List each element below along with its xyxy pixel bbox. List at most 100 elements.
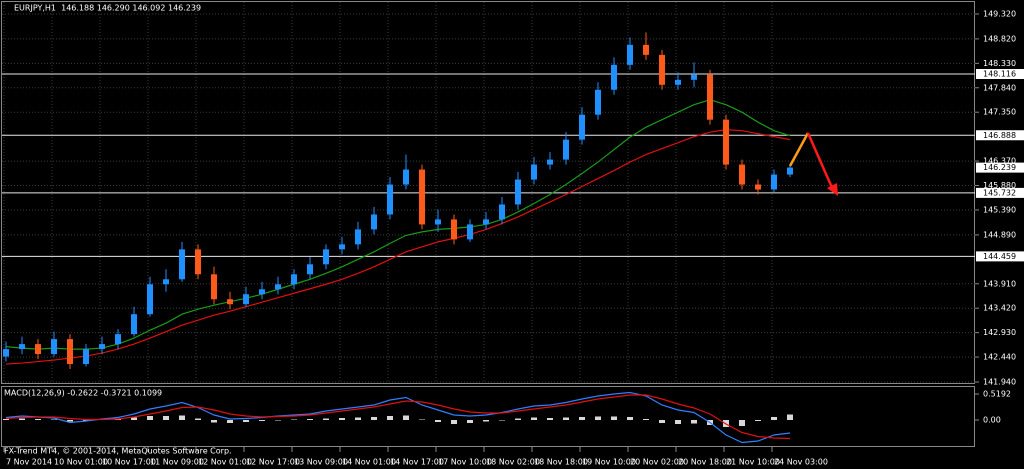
x-tick-label: 7 Nov 2014	[6, 458, 52, 467]
macd-bar	[499, 420, 505, 421]
macd-bar	[371, 417, 377, 420]
macd-bar	[403, 415, 409, 420]
macd-bar	[387, 416, 393, 420]
candle-body	[19, 344, 25, 350]
x-tick-label: 20 Nov 02:00	[630, 458, 684, 467]
candle-body	[515, 179, 521, 205]
x-tick-label: 12 Nov 17:00	[246, 458, 300, 467]
candle-body	[227, 299, 233, 305]
candle-body	[403, 169, 409, 185]
macd-bar	[227, 420, 233, 423]
indicator-panel-frame	[1, 386, 975, 447]
candle-body	[659, 54, 665, 85]
x-tick-label: 24 Nov 03:00	[774, 458, 828, 467]
candle-body	[563, 139, 569, 160]
macd-bar	[691, 420, 697, 424]
level-label-box	[976, 69, 1024, 80]
y-tick-label: 144.890	[983, 230, 1016, 239]
candle-body	[643, 44, 649, 55]
macd-bar	[755, 420, 761, 421]
y-tick-label: 145.880	[983, 181, 1016, 190]
y-tick-label: 142.440	[983, 353, 1016, 362]
x-tick-label: 13 Nov 09:00	[294, 458, 348, 467]
y-tick-label: 143.910	[983, 279, 1016, 288]
macd-bar	[339, 418, 345, 420]
macd-line	[5, 394, 791, 440]
candle-body	[467, 224, 473, 240]
x-tick-label: 14 Nov 17:00	[390, 458, 444, 467]
candle-body	[179, 249, 185, 280]
y2-tick-label: 0.5192	[983, 390, 1011, 399]
macd-bar	[643, 419, 649, 420]
macd-bar	[563, 417, 569, 420]
y-tick-label: 146.370	[983, 157, 1016, 166]
x-tick-label: 12 Nov 01:00	[198, 458, 252, 467]
macd-bar	[3, 419, 9, 420]
candle-body	[691, 74, 697, 80]
macd-bar	[611, 416, 617, 420]
moving-average	[5, 129, 791, 365]
candle-body	[499, 204, 505, 220]
candle-body	[323, 249, 329, 265]
candle-body	[435, 219, 441, 225]
candle-body	[451, 219, 457, 240]
macd-bar	[467, 420, 473, 423]
level-label-box	[976, 251, 1024, 262]
candle-body	[787, 167, 793, 175]
x-tick-label: 17 Nov 10:00	[438, 458, 492, 467]
candle-body	[51, 339, 57, 355]
forecast-arrow	[827, 183, 838, 196]
candle-body	[755, 184, 761, 190]
candle-body	[275, 284, 281, 290]
candle-body	[131, 314, 137, 335]
x-tick-label: 20 Nov 18:00	[678, 458, 732, 467]
candle-body	[611, 64, 617, 90]
macd-bar	[419, 419, 425, 420]
level-label: 146.888	[983, 131, 1016, 140]
y-tick-label: 141.940	[983, 378, 1016, 387]
macd-bar	[483, 420, 489, 422]
macd-bar	[659, 420, 665, 423]
macd-bar	[35, 419, 41, 420]
candle-body	[291, 274, 297, 285]
macd-bar	[323, 418, 329, 420]
candle-body	[371, 214, 377, 230]
candle-body	[531, 164, 537, 180]
candle-body	[147, 284, 153, 315]
footer: FX-Trend MT4, © 2001-2014, MetaQuotes So…	[4, 447, 232, 456]
candle-body	[67, 339, 73, 365]
candle-body	[99, 344, 105, 350]
y-tick-label: 142.930	[983, 328, 1016, 337]
macd-bar	[147, 416, 153, 420]
candle-body	[259, 289, 265, 295]
macd-bar	[259, 420, 265, 421]
macd-bar	[739, 420, 745, 426]
y-tick-label: 145.390	[983, 205, 1016, 214]
macd-bar	[179, 415, 185, 420]
candle-body	[627, 44, 633, 65]
macd-bar	[771, 417, 777, 420]
candle-body	[579, 114, 585, 140]
x-tick-label: 10 Nov 01:00	[54, 458, 108, 467]
y-tick-label: 148.330	[983, 59, 1016, 68]
macd-bar	[51, 419, 57, 420]
x-tick-label: 18 Nov 18:00	[534, 458, 588, 467]
y-tick-label: 147.840	[983, 83, 1016, 92]
candle-body	[195, 249, 201, 275]
x-tick-label: 21 Nov 10:00	[726, 458, 780, 467]
level-label: 148.116	[983, 70, 1016, 79]
candle-body	[3, 349, 9, 357]
candle-body	[723, 119, 729, 165]
x-tick-label: 18 Nov 02:00	[486, 458, 540, 467]
chart-title: EURJPY,H1 146.188 146.290 146.092 146.23…	[14, 4, 201, 13]
level-label: 145.732	[983, 188, 1016, 197]
last-price-label: 146.239	[983, 163, 1016, 172]
macd-bar	[163, 416, 169, 420]
forecast-line	[788, 132, 810, 167]
forecast-line	[806, 132, 835, 191]
last-price-box	[976, 162, 1024, 173]
macd-bar	[435, 420, 441, 422]
level-label: 144.459	[983, 252, 1016, 261]
y-tick-label: 148.820	[983, 34, 1016, 43]
